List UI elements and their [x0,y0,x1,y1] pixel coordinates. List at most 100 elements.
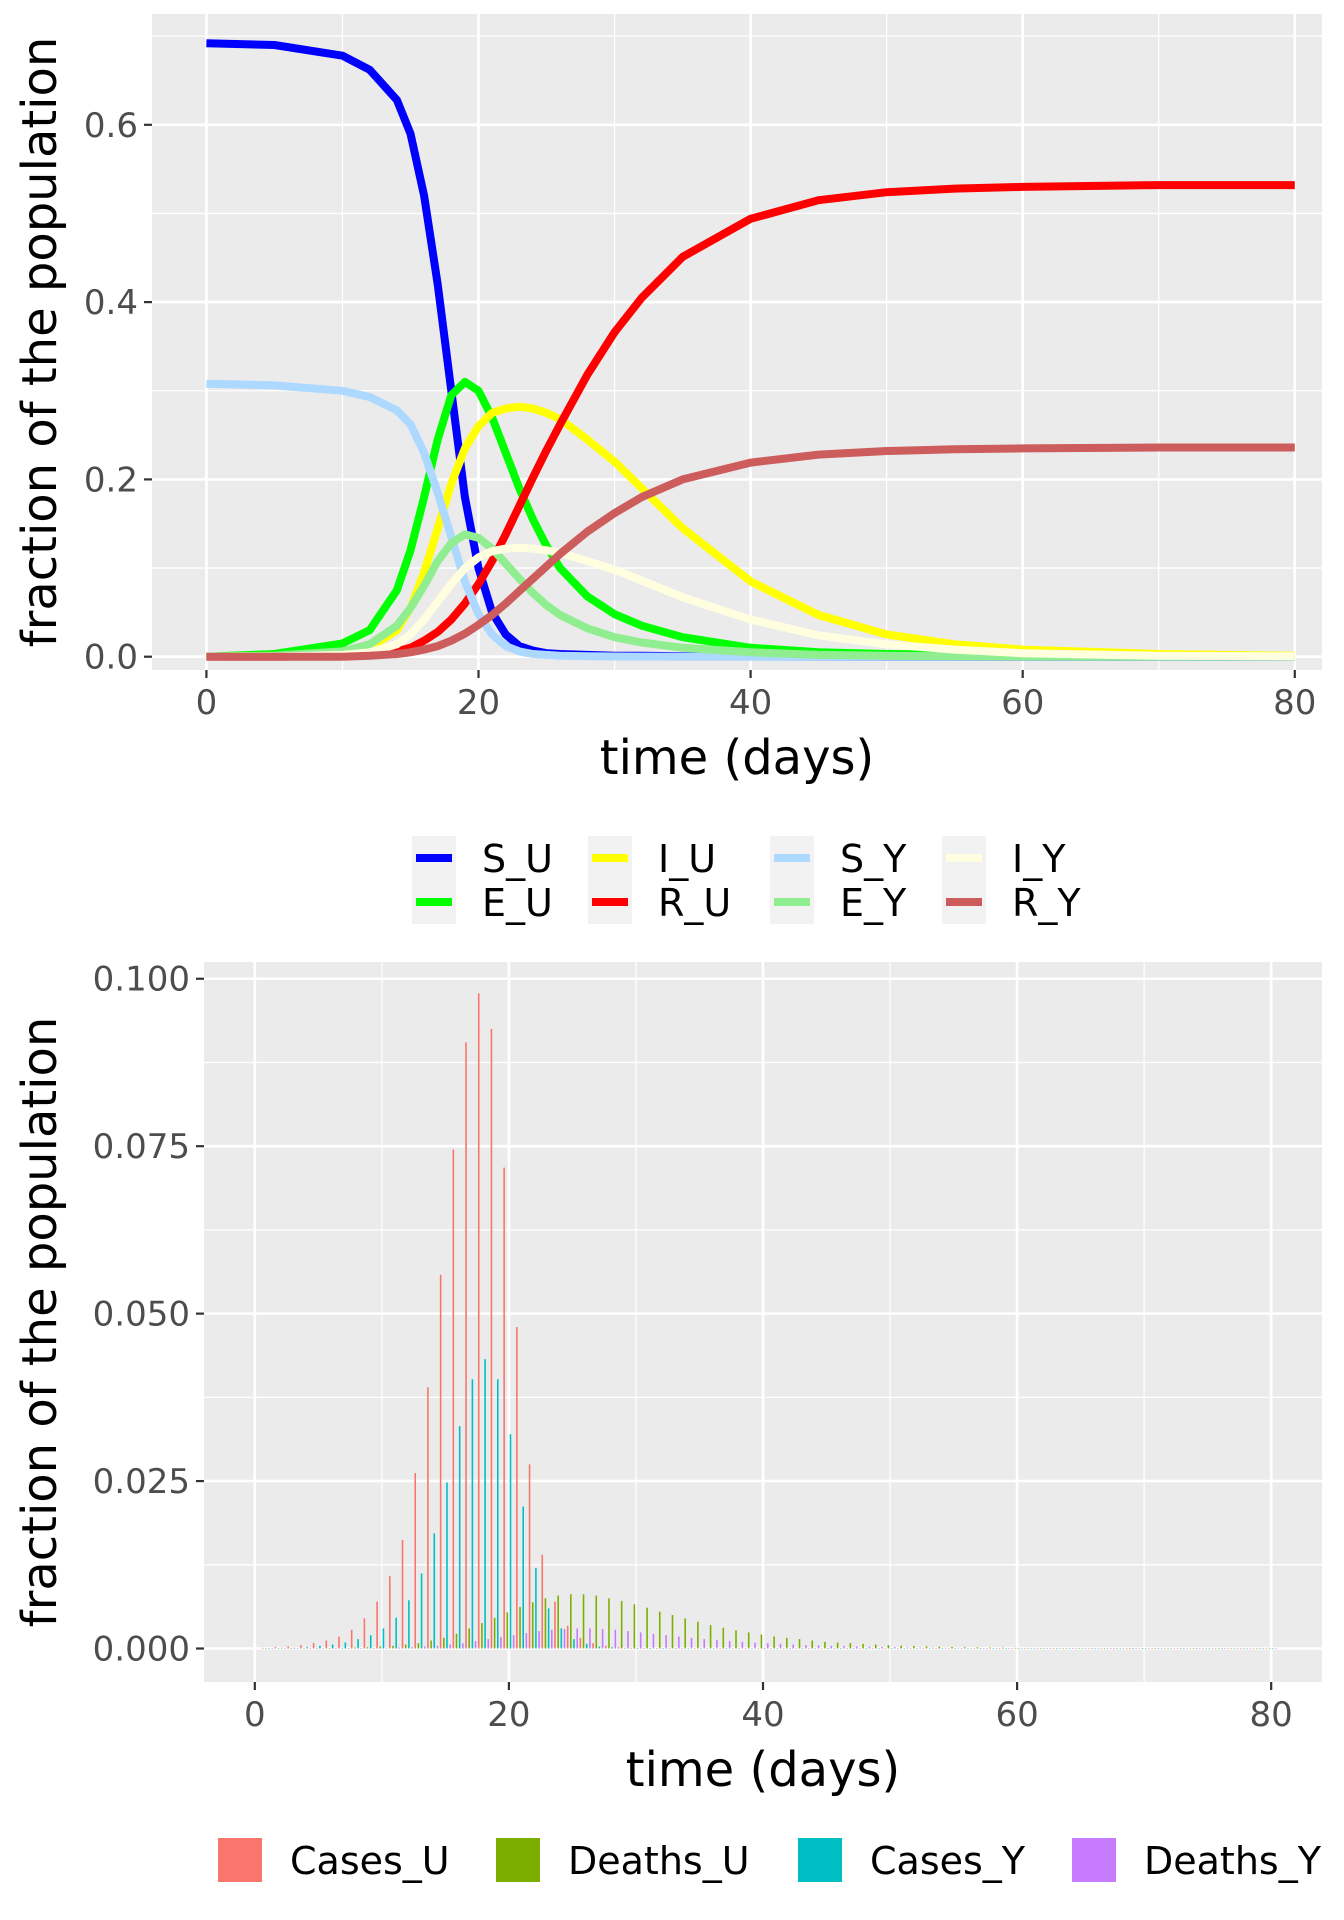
bar-cases-y [1005,1648,1007,1650]
bar-cases-u [1024,1648,1026,1650]
bar-deaths-y [309,1648,312,1650]
bar-cases-u [554,1601,556,1649]
legend-label-deaths-u: Deaths_U [568,1839,750,1883]
bar-cases-y [916,1648,918,1650]
legend-label-cases-u: Cases_U [290,1839,450,1883]
bar-cases-u [312,1643,315,1649]
bar-deaths-y [271,1648,274,1650]
bar-deaths-y [538,1631,540,1649]
bar-deaths-u [379,1646,382,1649]
x-tick-label: 80 [1273,683,1316,723]
bar-cases-y [1259,1648,1261,1650]
bar-cases-y [1170,1648,1172,1650]
bar-deaths-y [296,1648,299,1650]
bar-chart-axis-ticks: 0 20 40 60 80 0.000 0.025 0.050 0.075 0.100 [93,960,1293,1735]
bar-cases-y [560,1628,563,1649]
bar-cases-y [1157,1648,1160,1650]
bar-deaths-y [690,1637,693,1649]
bar-cases-u [1240,1648,1242,1650]
bar-cases-u [617,1647,620,1649]
bar-cases-u [846,1648,848,1650]
bar-cases-u [820,1648,823,1650]
legend-label-e-y: E_Y [840,881,907,925]
bar-deaths-u [315,1648,318,1650]
bar-deaths-u [1065,1648,1068,1649]
bar-deaths-u [544,1598,547,1649]
bar-cases-u [516,1327,518,1649]
legend-label-r-y: R_Y [1012,881,1081,925]
legend-key-deaths-u [496,1838,540,1882]
bar-deaths-y [995,1648,998,1649]
x-tick-label: 40 [729,683,772,723]
y-tick-label: 0.025 [93,1462,190,1502]
bar-cases-y [725,1648,728,1650]
bar-cases-u [909,1648,912,1650]
bar-cases-u [439,1274,442,1649]
legend-label-deaths-y: Deaths_Y [1144,1839,1322,1883]
bar-deaths-u [976,1647,979,1649]
bar-cases-u [973,1648,976,1650]
bar-cases-u [490,1028,493,1649]
bar-cases-u [427,1387,429,1649]
bar-deaths-y [436,1645,439,1649]
bar-cases-u [1176,1648,1179,1650]
bar-deaths-u [1116,1648,1118,1649]
bar-deaths-y [843,1646,845,1649]
bar-cases-y [1119,1648,1122,1650]
bar-cases-u [770,1648,772,1650]
bar-deaths-u [1014,1647,1017,1649]
bar-deaths-u [341,1647,343,1649]
bar-deaths-u [328,1648,331,1649]
bar-deaths-y [1211,1648,1214,1650]
bar-deaths-y [830,1645,833,1649]
bar-deaths-y [462,1643,464,1649]
bar-deaths-y [1021,1648,1023,1649]
bar-cases-y [1017,1648,1020,1650]
bar-deaths-y [932,1647,934,1649]
legend-label-r-u: R_U [658,881,731,925]
bar-cases-y [1094,1648,1096,1650]
bar-cases-y [1183,1648,1185,1650]
bar-cases-u [300,1645,302,1649]
bar-deaths-y [868,1646,871,1649]
bar-cases-y [1221,1648,1223,1650]
bar-cases-y [878,1648,880,1650]
bar-deaths-u [874,1644,877,1649]
bar-chart-bars-group [261,993,1277,1650]
bar-deaths-u [658,1611,661,1649]
bar-cases-y [941,1648,944,1650]
bar-cases-u [350,1629,353,1649]
bar-cases-y [458,1426,461,1649]
bar-cases-u [1202,1648,1204,1650]
bar-cases-y [738,1648,740,1650]
bar-deaths-y [627,1631,629,1649]
bar-cases-y [344,1642,347,1649]
bar-deaths-u [570,1594,572,1649]
y-tick-label: 0.000 [93,1630,190,1670]
bar-deaths-y [817,1645,820,1649]
bar-deaths-u [557,1595,559,1649]
bar-cases-u [1252,1648,1255,1650]
bar-deaths-u [1256,1648,1258,1650]
bar-cases-y [433,1533,436,1649]
line-chart-major-gridlines [152,14,1322,670]
line-chart-legend: S_UE_U I_UR_U S_YE_Y I_YR_Y [412,836,1081,925]
bar-cases-y [687,1648,690,1650]
bar-deaths-u [455,1633,458,1649]
bar-deaths-u [1179,1648,1182,1650]
bar-cases-u [732,1648,734,1650]
bar-deaths-u [303,1648,305,1650]
bar-cases-y [281,1647,283,1649]
bar-deaths-y [601,1629,604,1649]
bar-cases-y [827,1648,829,1650]
bar-deaths-u [989,1647,991,1649]
bar-cases-u [1100,1648,1103,1650]
bar-cases-u [1075,1648,1077,1650]
bar-cases-y [497,1379,499,1649]
bar-deaths-y [805,1645,807,1649]
bar-cases-y [1106,1648,1109,1650]
bar-deaths-u [608,1598,610,1649]
y-tick-label: 0.100 [93,960,190,1000]
bar-deaths-u [366,1647,369,1649]
